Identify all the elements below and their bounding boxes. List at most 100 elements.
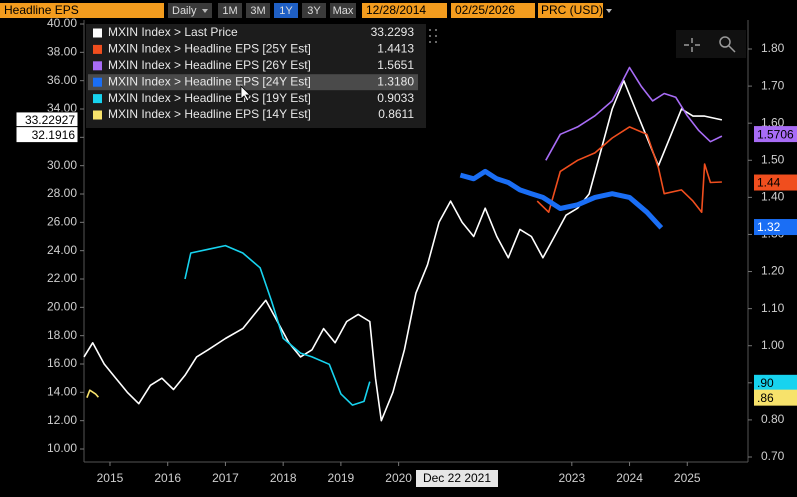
legend-swatch: [93, 61, 102, 71]
series-line: [83, 79, 723, 422]
end-date-box[interactable]: [451, 3, 535, 18]
legend-swatch: [93, 110, 102, 120]
dropdown-arrow: [606, 9, 612, 13]
range-label[interactable]: 1Y: [279, 5, 293, 17]
series-tag: [754, 126, 797, 143]
legend-value: 1.3180: [377, 74, 414, 88]
x-tick-label: 2016: [154, 471, 181, 485]
y-tick-label: 12.00: [47, 413, 77, 427]
series-tag-label: 1.5706: [757, 127, 794, 141]
legend-name: MXIN Index > Headline EPS [19Y Est]: [108, 91, 311, 105]
y-tick-label: 16.00: [47, 356, 77, 370]
range-button[interactable]: [246, 3, 270, 18]
crosshair-label: Dec 22 2021: [423, 471, 491, 485]
range-label[interactable]: Max: [333, 5, 354, 17]
legend-name: MXIN Index > Headline EPS [25Y Est]: [108, 42, 311, 56]
crosshair-icon[interactable]: [684, 38, 700, 52]
y2-tick-label: 1.60: [761, 115, 785, 129]
series-tag-label: .90: [757, 376, 774, 390]
series-line: [545, 66, 723, 161]
legend-value: 0.9033: [377, 91, 414, 105]
y2-tick-label: 1.00: [761, 338, 785, 352]
x-tick-label: 2019: [328, 471, 355, 485]
y-tick-label: 30.00: [47, 158, 77, 172]
y-tick-label: 22.00: [47, 271, 77, 285]
y-tick-label: 18.00: [47, 328, 77, 342]
series-tag: [754, 374, 797, 391]
x-tick-label: 2015: [97, 471, 124, 485]
y-tick-label: 14.00: [47, 385, 77, 399]
legend-swatch: [93, 28, 102, 38]
y-tick-label: 24.00: [47, 243, 77, 257]
y2-tick-label: 0.70: [761, 449, 785, 463]
y2-tick-label: 1.70: [761, 78, 785, 92]
start-date-box[interactable]: [362, 3, 447, 18]
range-button[interactable]: [302, 3, 326, 18]
end-date[interactable]: 02/25/2026: [455, 3, 515, 17]
range-button[interactable]: [218, 3, 242, 18]
dropdown-arrow: [202, 9, 208, 13]
title-box: [0, 3, 164, 18]
zoom-tools: [676, 30, 746, 58]
legend-value: 0.8611: [378, 107, 414, 121]
magnifier-handle: [728, 45, 736, 53]
legend-name: MXIN Index > Last Price: [108, 25, 238, 39]
series-line: [536, 126, 722, 213]
y-tick-label: 28.00: [47, 186, 77, 200]
x-tick-label: 2023: [558, 471, 585, 485]
y-tick-label: 26.00: [47, 215, 77, 229]
y2-tick-label: 0.80: [761, 412, 785, 426]
x-tick-label: 2017: [212, 471, 239, 485]
y2-tick-label: 1.20: [761, 264, 785, 278]
range-button[interactable]: [330, 3, 356, 18]
crosshair-box: [416, 470, 498, 487]
y-tag-label: 32.1916: [32, 128, 76, 142]
toolbar: Headline EPS Daily 12/28/2014 02/25/2026…: [0, 3, 612, 18]
y2-tick-label: 1.50: [761, 152, 785, 166]
y2-tick-label: 1.10: [761, 301, 785, 315]
y-tick-label: 10.00: [47, 441, 77, 455]
legend-grip: [429, 29, 437, 43]
legend-value: 33.2293: [371, 25, 415, 39]
frequency-box[interactable]: [168, 3, 212, 18]
legend-swatch: [93, 44, 102, 54]
y-tag-label: 33.22927: [25, 113, 75, 127]
series-line: [459, 168, 664, 230]
currency[interactable]: PRC (USD): [541, 3, 603, 17]
mouse-cursor: [240, 85, 251, 102]
series-tag: [754, 389, 797, 406]
range-label[interactable]: 3Y: [307, 5, 321, 17]
series-tag-label: 1.32: [757, 220, 781, 234]
start-date[interactable]: 12/28/2014: [366, 3, 426, 17]
toolbar-title: Headline EPS: [4, 3, 79, 17]
y-tick-label: 36.00: [47, 73, 77, 87]
legend-name: MXIN Index > Headline EPS [26Y Est]: [108, 58, 311, 72]
x-tick-label: 2025: [674, 471, 701, 485]
y-tag: [15, 126, 79, 144]
series-tag: [754, 219, 797, 236]
y-tick-label: 38.00: [47, 45, 77, 59]
legend-swatch: [93, 94, 102, 104]
currency-box[interactable]: [538, 3, 603, 18]
frequency[interactable]: Daily: [172, 5, 197, 17]
magnifier-icon[interactable]: [719, 36, 731, 48]
tool-bg: [676, 30, 746, 58]
legend-name: MXIN Index > Headline EPS [14Y Est]: [108, 107, 311, 121]
range-label[interactable]: 1M: [222, 5, 237, 17]
x-tick-label: 2018: [270, 471, 297, 485]
legend-name: MXIN Index > Headline EPS [24Y Est]: [108, 74, 311, 88]
legend-value: 1.4413: [377, 42, 414, 56]
x-tick-label: 2020: [385, 471, 412, 485]
legend-swatch: [93, 77, 102, 87]
range-label[interactable]: 3M: [250, 5, 265, 17]
range-button[interactable]: [274, 3, 298, 18]
y2-tick-label: 1.40: [761, 190, 785, 204]
y-tick-label: 20.00: [47, 300, 77, 314]
x-tick-label: 2024: [616, 471, 643, 485]
series-tag: [754, 174, 797, 191]
legend-highlight: [88, 74, 418, 91]
y2-tick-label: 1.80: [761, 41, 785, 55]
